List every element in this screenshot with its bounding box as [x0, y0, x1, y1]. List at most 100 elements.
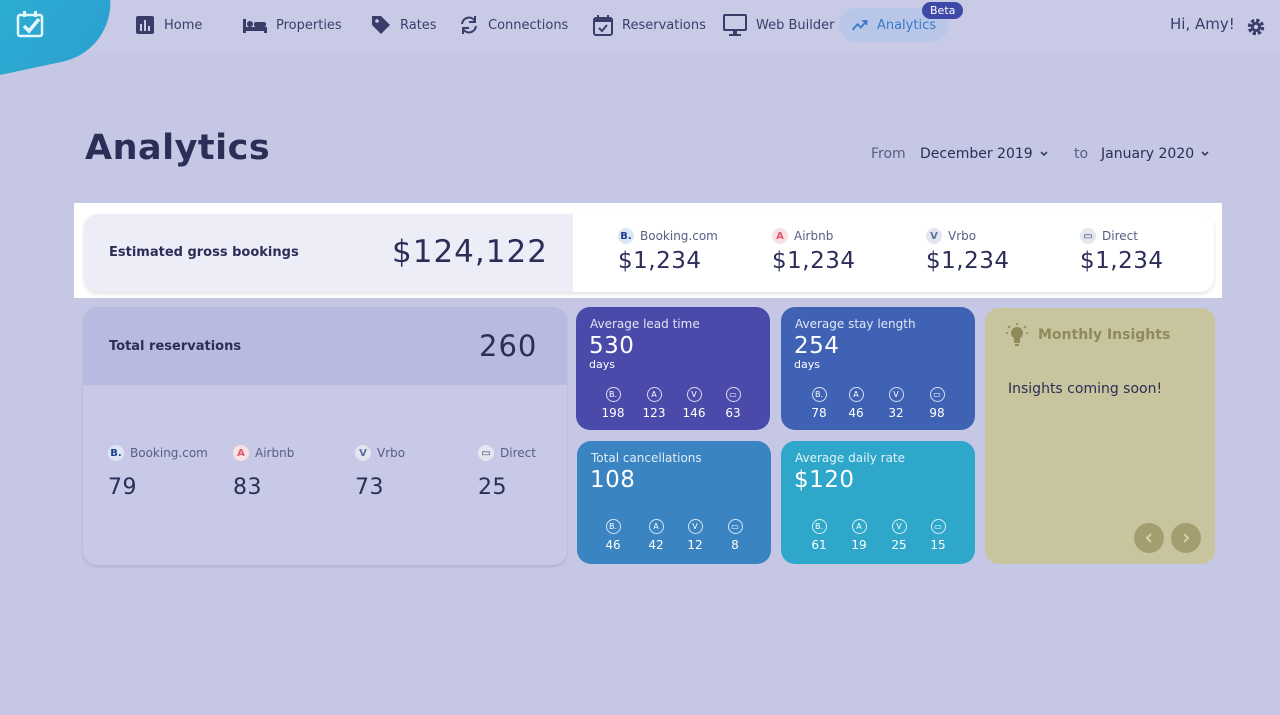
nav-web-builder-label: Web Builder: [756, 17, 835, 33]
channel-value: $1,234: [926, 248, 1010, 274]
user-greeting[interactable]: Hi, Amy!: [1170, 15, 1235, 33]
lightbulb-icon: [1006, 323, 1028, 346]
vrbo-icon: V: [355, 445, 371, 461]
nav-properties[interactable]: Properties: [230, 8, 354, 42]
airbnb-icon: A: [772, 228, 788, 244]
direct-icon: ▭: [1080, 228, 1096, 244]
vrbo-icon: V: [686, 387, 702, 402]
mini-vrbo: V 146: [679, 387, 709, 420]
to-range: to: [1074, 146, 1088, 162]
mini-booking: B. 78: [804, 387, 834, 420]
nav-connections[interactable]: Connections: [446, 8, 580, 42]
mini-booking: B. 46: [598, 519, 628, 552]
booking-com-icon: B.: [605, 387, 621, 402]
calendar-check-logo-icon[interactable]: [16, 10, 44, 38]
insights-prev-button[interactable]: [1134, 523, 1164, 553]
channel-value: 79: [108, 475, 137, 500]
from-dropdown[interactable]: December 2019: [920, 146, 1049, 162]
channel-name: Vrbo: [377, 446, 406, 460]
nav-rates[interactable]: Rates: [358, 8, 449, 42]
chevron-right-icon: [1183, 533, 1190, 543]
total-reservations-card[interactable]: Total reservations 260 B. Booking.com 79 …: [83, 307, 567, 565]
gross-bookings-card[interactable]: Estimated gross bookings $124,122 B. Book…: [84, 214, 1214, 292]
mini-value: 63: [725, 406, 741, 420]
chevron-left-icon: [1145, 533, 1152, 543]
gross-channel-airbnb: A Airbnb $1,234: [772, 228, 855, 274]
direct-icon: ▭: [725, 387, 741, 402]
card-value: 530: [589, 333, 635, 359]
beta-badge: Beta: [922, 2, 964, 19]
mini-value: 46: [605, 538, 621, 552]
monitor-icon: [723, 14, 747, 36]
gross-bookings-value: $124,122: [392, 234, 548, 270]
total-reservations-value: 260: [479, 329, 538, 363]
booking-com-icon: B.: [108, 445, 124, 461]
nav-analytics[interactable]: Analytics: [839, 8, 948, 42]
top-nav: [0, 0, 1280, 52]
gross-bookings-summary: Estimated gross bookings $124,122: [84, 214, 573, 292]
cancellations-card[interactable]: Total cancellations 108 B. 46 A 42 V 12 ▭ 8: [577, 441, 771, 564]
mini-airbnb: A 42: [641, 519, 671, 552]
nav-home-label: Home: [164, 17, 203, 33]
mini-direct: ▭ 98: [922, 387, 952, 420]
calendar-check-icon: [593, 15, 613, 36]
mini-vrbo: V 12: [680, 519, 710, 552]
card-title: Average lead time: [590, 317, 700, 331]
card-value: $120: [794, 467, 855, 493]
airbnb-icon: A: [233, 445, 249, 461]
booking-com-icon: B.: [811, 387, 827, 402]
nav-properties-label: Properties: [276, 17, 342, 33]
channel-value: $1,234: [1080, 248, 1164, 274]
insights-next-button[interactable]: [1171, 523, 1201, 553]
trend-icon: [851, 20, 868, 31]
channel-name: Airbnb: [794, 229, 834, 243]
card-title: Average stay length: [795, 317, 916, 331]
nav-home[interactable]: Home: [122, 8, 214, 42]
gross-channel-direct: ▭ Direct $1,234: [1080, 228, 1163, 274]
from-label: From: [871, 146, 906, 162]
airbnb-icon: A: [848, 387, 864, 402]
res-channel-airbnb: A Airbnb 83: [233, 445, 294, 500]
page-title: Analytics: [85, 128, 271, 168]
mini-direct: ▭ 8: [720, 519, 750, 552]
channel-name: Direct: [1102, 229, 1138, 243]
daily-rate-card[interactable]: Average daily rate $120 B. 61 A 19 V 25 ▭ 15: [781, 441, 975, 564]
gear-icon[interactable]: [1246, 17, 1266, 37]
nav-reservations-label: Reservations: [622, 17, 706, 33]
res-channel-vrbo: V Vrbo 73: [355, 445, 405, 500]
stay-length-card[interactable]: Average stay length 254 days B. 78 A 46 V 3…: [781, 307, 975, 430]
nav-connections-label: Connections: [488, 17, 569, 33]
mini-airbnb: A 19: [844, 519, 874, 552]
booking-com-icon: B.: [811, 519, 827, 534]
direct-icon: ▭: [929, 387, 945, 402]
airbnb-icon: A: [648, 519, 664, 534]
airbnb-icon: A: [851, 519, 867, 534]
monthly-insights-card: Monthly Insights Insights coming soon!: [985, 308, 1215, 564]
channel-value: $1,234: [772, 248, 856, 274]
gross-channel-booking: B. Booking.com $1,234: [618, 228, 718, 274]
channel-name: Booking.com: [130, 446, 208, 460]
card-value: 108: [590, 467, 636, 493]
nav-analytics-label: Analytics: [876, 17, 936, 33]
card-unit: days: [589, 358, 615, 371]
airbnb-icon: A: [646, 387, 662, 402]
bar-chart-icon: [136, 16, 154, 34]
gross-channel-vrbo: V Vrbo $1,234: [926, 228, 1009, 274]
res-channel-booking: B. Booking.com 79: [108, 445, 208, 500]
nav-reservations[interactable]: Reservations: [580, 8, 718, 42]
mini-direct: ▭ 15: [923, 519, 953, 552]
nav-web-builder[interactable]: Web Builder: [710, 8, 846, 42]
vrbo-icon: V: [888, 387, 904, 402]
to-dropdown[interactable]: January 2020: [1101, 146, 1210, 162]
gross-bookings-label: Estimated gross bookings: [109, 245, 299, 260]
tag-icon: [372, 16, 390, 34]
lead-time-card[interactable]: Average lead time 530 days B. 198 A 123 V 1…: [576, 307, 770, 430]
mini-value: 46: [848, 406, 864, 420]
insights-text: Insights coming soon!: [1008, 381, 1163, 397]
mini-booking: B. 61: [804, 519, 834, 552]
channel-value: $1,234: [618, 248, 702, 274]
from-value: December 2019: [920, 146, 1033, 162]
mini-value: 19: [851, 538, 867, 552]
card-title: Average daily rate: [795, 451, 906, 465]
channel-name: Booking.com: [640, 229, 718, 243]
